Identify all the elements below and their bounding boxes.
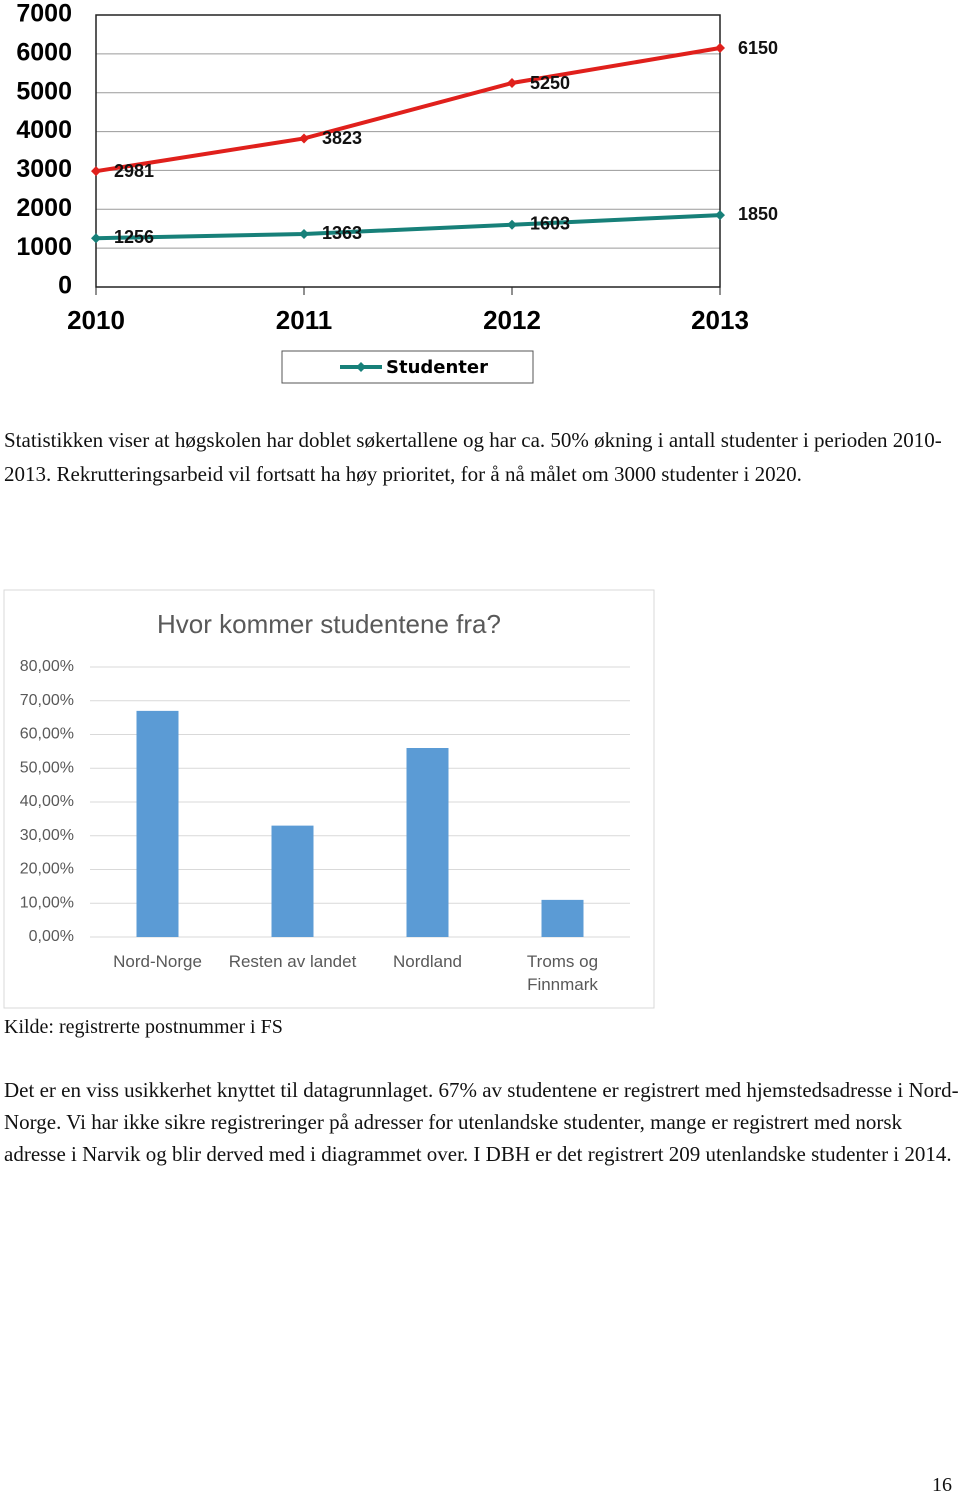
y-tick-label: 5000 <box>16 77 72 105</box>
y-tick-label: 70,00% <box>20 692 74 709</box>
data-label: 5250 <box>530 73 570 93</box>
y-tick-label: 60,00% <box>20 726 74 743</box>
source-note: Kilde: registrerte postnummer i FS <box>4 1016 283 1038</box>
bar <box>406 748 449 937</box>
chart-title: Hvor kommer studentene fra? <box>157 609 501 639</box>
data-label: 2981 <box>114 161 154 181</box>
series-line <box>95 46 721 174</box>
y-tick-label: 0 <box>58 272 72 300</box>
marker <box>299 229 309 240</box>
y-tick-label: 10,00% <box>20 894 74 911</box>
marker <box>507 78 517 88</box>
x-tick-label: Resten av landet <box>228 952 357 971</box>
y-tick-label: 1000 <box>16 233 72 261</box>
data-label: 1850 <box>738 204 778 224</box>
legend-box <box>281 350 534 384</box>
y-tick-label: 0,00% <box>29 928 74 945</box>
data-label: 6150 <box>738 38 778 58</box>
marker <box>91 233 101 244</box>
y-tick-label: 4000 <box>16 116 72 144</box>
y-tick-label: 20,00% <box>20 861 74 878</box>
data-label: 1603 <box>530 213 570 233</box>
marker <box>91 166 101 177</box>
marker <box>715 210 725 221</box>
marker <box>299 133 309 144</box>
legend-label: Studenter <box>386 357 488 378</box>
y-tick-label: 40,00% <box>20 793 74 810</box>
marker <box>715 43 725 54</box>
bar <box>541 899 584 937</box>
y-tick-label: 3000 <box>16 155 72 183</box>
paragraph: Statistikken viser at høgskolen har dobl… <box>4 428 942 486</box>
y-tick-label: 80,00% <box>20 658 74 675</box>
y-tick-label: 6000 <box>16 38 72 66</box>
page-number: 16 <box>932 1474 952 1496</box>
y-tick-label: 7000 <box>16 0 72 28</box>
data-label: 1256 <box>114 227 154 247</box>
marker <box>507 219 517 230</box>
x-tick-label: 2012 <box>483 305 541 335</box>
y-tick-label: 2000 <box>16 194 72 222</box>
data-label: 3823 <box>322 128 362 148</box>
chart-frame <box>3 589 655 1009</box>
y-tick-label: 30,00% <box>20 827 74 844</box>
series-line <box>95 213 721 241</box>
plot-border <box>95 14 721 288</box>
x-tick-label: 2013 <box>691 305 749 335</box>
legend-marker <box>356 362 366 372</box>
x-tick-label: 2010 <box>67 305 125 335</box>
y-tick-label: 50,00% <box>20 759 74 776</box>
bar <box>271 825 314 937</box>
paragraph: Det er en viss usikkerhet knyttet til da… <box>4 1078 959 1166</box>
x-tick-label: 2011 <box>276 305 332 335</box>
x-tick-label: Troms og Finnmark <box>526 952 599 994</box>
bar <box>136 710 179 937</box>
x-tick-label: Nordland <box>393 952 462 971</box>
data-label: 1363 <box>322 223 362 243</box>
x-tick-label: Nord-Norge <box>113 952 202 971</box>
